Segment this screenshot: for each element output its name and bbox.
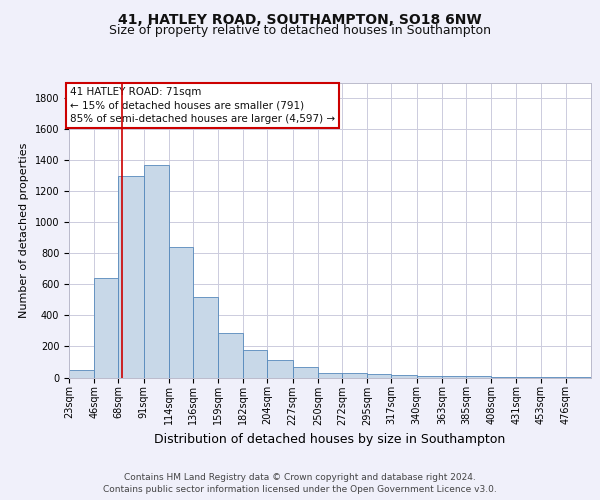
Bar [391, 375, 416, 378]
Bar [118, 176, 143, 378]
X-axis label: Distribution of detached houses by size in Southampton: Distribution of detached houses by size … [154, 433, 506, 446]
Bar [342, 373, 367, 378]
Bar [318, 373, 342, 378]
Y-axis label: Number of detached properties: Number of detached properties [19, 142, 29, 318]
Bar [416, 376, 442, 378]
Bar [193, 297, 218, 378]
Bar [367, 374, 391, 378]
Bar [293, 368, 318, 378]
Bar [143, 165, 169, 378]
Bar [442, 376, 466, 378]
Text: Contains public sector information licensed under the Open Government Licence v3: Contains public sector information licen… [103, 485, 497, 494]
Bar [218, 333, 244, 378]
Bar [466, 376, 491, 378]
Text: 41 HATLEY ROAD: 71sqm
← 15% of detached houses are smaller (791)
85% of semi-det: 41 HATLEY ROAD: 71sqm ← 15% of detached … [70, 87, 335, 124]
Bar [169, 247, 193, 378]
Text: Contains HM Land Registry data © Crown copyright and database right 2024.: Contains HM Land Registry data © Crown c… [124, 472, 476, 482]
Bar [94, 278, 118, 378]
Bar [69, 370, 94, 378]
Text: 41, HATLEY ROAD, SOUTHAMPTON, SO18 6NW: 41, HATLEY ROAD, SOUTHAMPTON, SO18 6NW [118, 12, 482, 26]
Text: Size of property relative to detached houses in Southampton: Size of property relative to detached ho… [109, 24, 491, 37]
Bar [244, 350, 268, 378]
Bar [268, 360, 293, 378]
